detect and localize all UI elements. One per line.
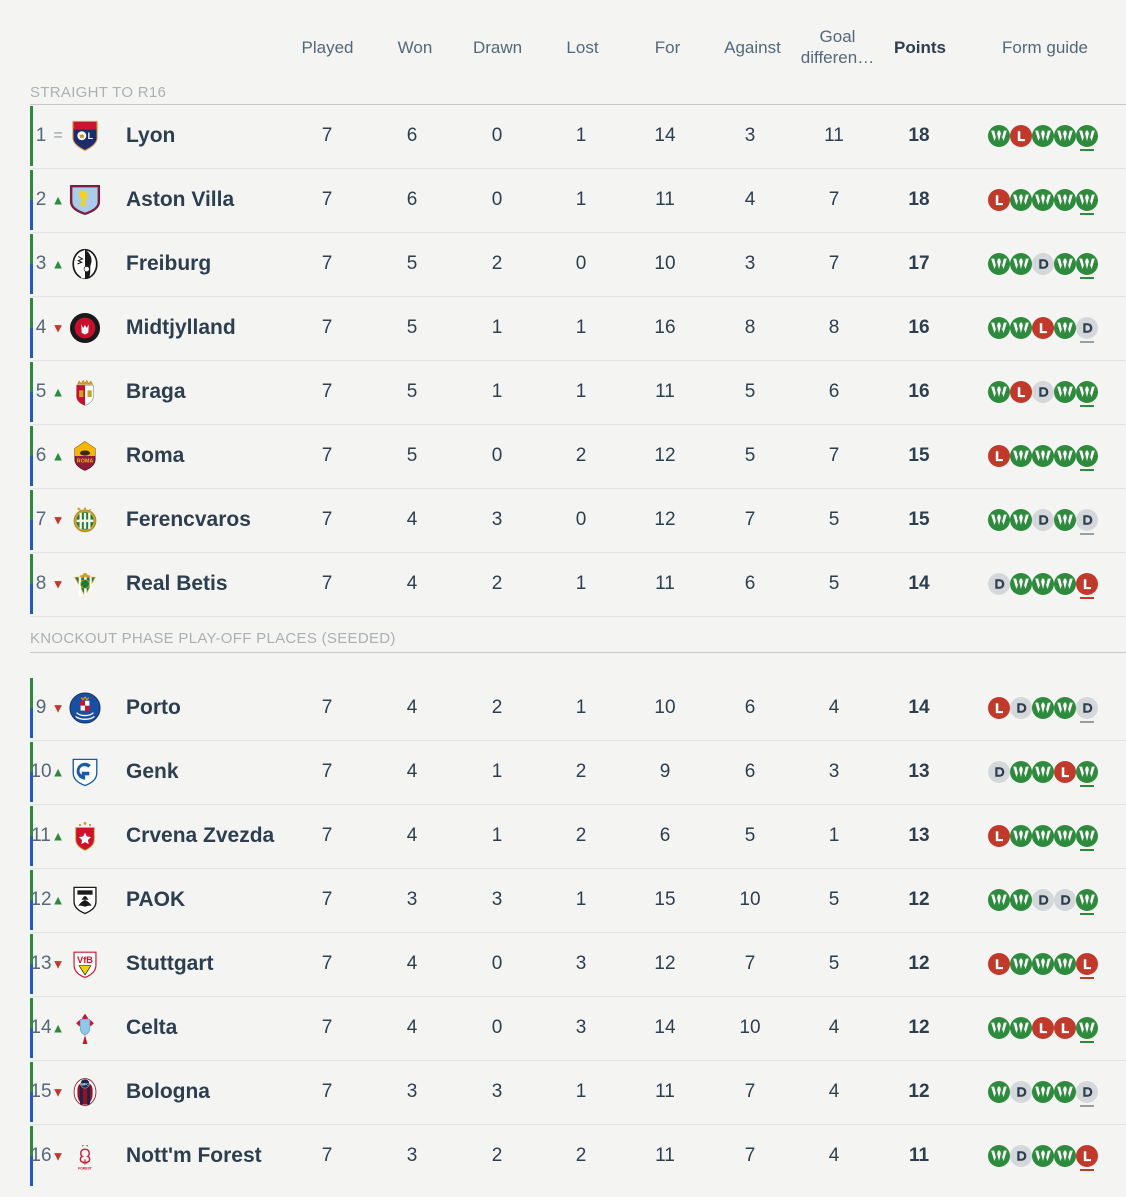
svg-text:VfB: VfB — [77, 955, 93, 965]
svg-text:L: L — [88, 131, 94, 141]
svg-text:ROMA: ROMA — [77, 459, 94, 465]
svg-text:BFC: BFC — [81, 1082, 89, 1086]
svg-text:FOREST: FOREST — [78, 1166, 93, 1170]
